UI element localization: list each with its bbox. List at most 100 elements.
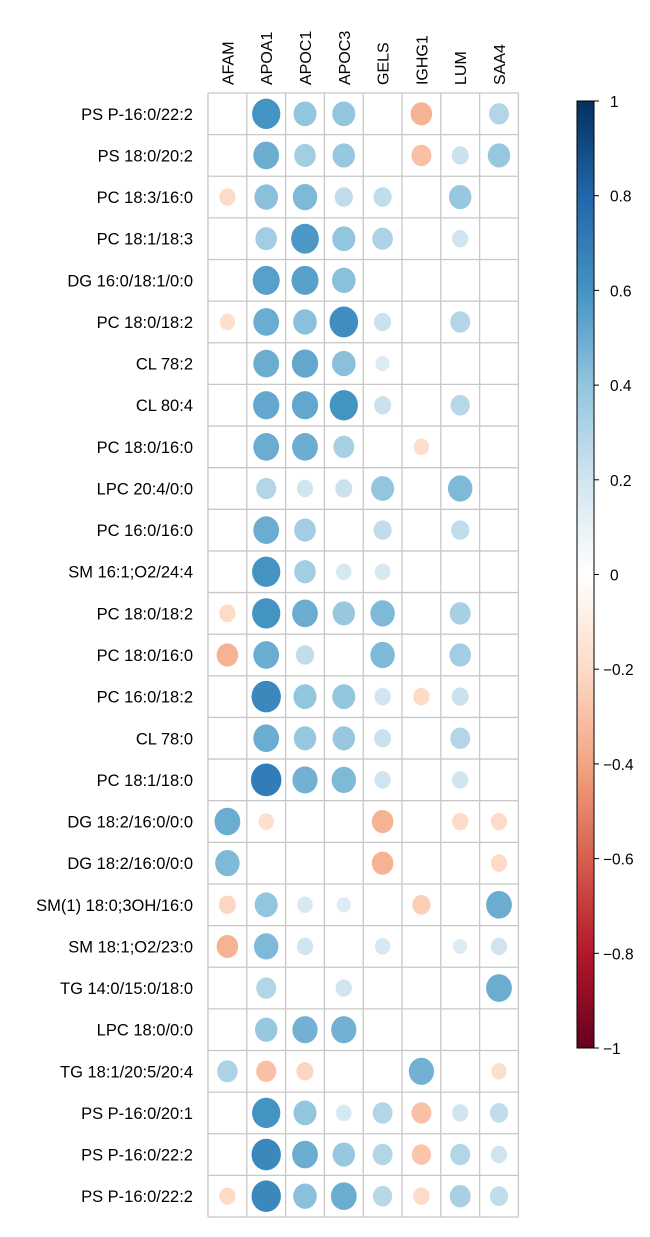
correlation-circle xyxy=(329,306,359,338)
correlation-circle xyxy=(214,807,241,836)
correlation-circle xyxy=(451,687,469,706)
correlation-circle xyxy=(219,604,236,623)
row-label: PC 18:1/18:0 xyxy=(97,772,193,790)
colorbar-tick-label: 0.6 xyxy=(610,283,632,300)
correlation-circle xyxy=(449,643,471,667)
correlation-circle xyxy=(451,146,469,165)
correlation-circle xyxy=(450,727,471,749)
correlation-circle xyxy=(332,143,356,168)
row-label: PS P-16:0/22:2 xyxy=(81,1188,193,1206)
correlation-circle xyxy=(329,390,358,421)
correlation-circle xyxy=(253,516,280,544)
correlation-circle xyxy=(297,896,313,914)
correlation-circle xyxy=(491,1063,507,1080)
colorbar-tick-label: −1 xyxy=(603,1041,621,1058)
column-label: IGHG1 xyxy=(414,35,431,85)
correlation-circle xyxy=(293,309,317,335)
correlation-circle xyxy=(332,101,356,127)
correlation-circle xyxy=(293,726,317,751)
correlation-circle xyxy=(490,937,508,956)
correlation-circle xyxy=(332,1142,356,1167)
correlation-circle xyxy=(293,101,317,127)
row-label: PS P-16:0/22:2 xyxy=(81,106,193,124)
correlation-circle xyxy=(253,391,280,420)
colorbar-tick-label: −0.4 xyxy=(603,757,634,774)
correlation-circle xyxy=(294,560,316,584)
correlation-circle xyxy=(449,602,471,625)
row-label: PC 16:0/18:2 xyxy=(97,689,193,707)
correlation-circle xyxy=(372,1143,393,1166)
correlation-circles xyxy=(214,98,512,1212)
column-label: AFAM xyxy=(220,41,237,85)
correlation-circle xyxy=(372,1185,393,1207)
correlation-circle xyxy=(331,1016,357,1044)
correlation-circle xyxy=(452,812,469,831)
colorbar-tick-label: 0.2 xyxy=(610,473,632,490)
correlation-circle xyxy=(291,223,319,254)
correlation-circle xyxy=(489,1103,509,1123)
row-label: CL 78:0 xyxy=(136,730,193,748)
correlation-circle xyxy=(372,227,393,250)
correlation-circle xyxy=(411,1144,432,1165)
correlation-circle xyxy=(253,933,279,960)
correlation-circle xyxy=(253,433,280,461)
correlation-circle xyxy=(374,771,391,789)
correlation-circle xyxy=(375,356,390,372)
column-label: GELS xyxy=(376,42,393,85)
correlation-circle xyxy=(292,1140,318,1169)
correlation-circle xyxy=(374,729,392,748)
correlation-circle xyxy=(253,349,280,378)
correlation-circle xyxy=(413,1187,430,1205)
column-label: APOA1 xyxy=(259,32,276,85)
correlation-circle xyxy=(486,974,512,1002)
correlation-circle xyxy=(451,520,470,540)
correlation-circle xyxy=(452,229,469,248)
row-label: PC 18:0/18:2 xyxy=(97,314,193,332)
correlation-circle xyxy=(490,1145,508,1164)
row-label: TG 18:1/20:5/20:4 xyxy=(60,1063,193,1081)
correlation-circle xyxy=(217,1060,238,1083)
colorbar-tick-label: −0.8 xyxy=(603,946,634,963)
correlation-circle xyxy=(294,143,316,168)
correlation-circle xyxy=(256,1060,277,1083)
correlation-circle xyxy=(254,184,279,210)
correlation-circle xyxy=(294,518,316,542)
correlation-circle xyxy=(331,267,356,294)
correlation-circle xyxy=(251,1180,281,1212)
correlation-circle xyxy=(336,897,351,913)
correlation-circle xyxy=(452,771,469,789)
row-label: PS P-16:0/20:1 xyxy=(81,1105,193,1123)
correlation-circle xyxy=(335,979,352,997)
correlation-circle xyxy=(411,1102,432,1124)
correlation-circle xyxy=(413,687,430,706)
correlation-circle xyxy=(291,391,319,420)
correlation-circle xyxy=(292,433,318,461)
row-label: CL 78:2 xyxy=(136,356,193,374)
correlation-circle xyxy=(256,477,277,500)
row-label: DG 16:0/18:1/0:0 xyxy=(67,272,193,290)
correlation-circle xyxy=(219,1187,236,1205)
correlation-circle xyxy=(371,851,394,875)
correlation-circle xyxy=(251,680,281,713)
correlation-circle xyxy=(332,226,356,252)
correlation-circle xyxy=(252,556,281,587)
correlation-circle xyxy=(331,766,357,794)
correlation-circle xyxy=(490,854,508,872)
correlation-circle xyxy=(373,187,392,207)
correlation-circle xyxy=(370,641,395,669)
correlation-circle xyxy=(411,144,432,167)
correlation-circle xyxy=(374,563,391,581)
correlation-circle xyxy=(331,350,356,377)
correlation-circle xyxy=(450,1143,471,1166)
correlation-circle xyxy=(219,188,236,206)
colorbar-tick-label: 0.4 xyxy=(610,378,632,395)
correlation-circle xyxy=(333,435,355,459)
row-label: LPC 20:4/0:0 xyxy=(97,480,193,498)
correlation-circle xyxy=(449,1184,471,1208)
correlation-circle xyxy=(412,895,431,915)
correlation-circle xyxy=(371,476,395,501)
correlation-circle xyxy=(292,1016,318,1044)
correlation-circle xyxy=(489,103,509,125)
correlation-circle xyxy=(490,812,508,831)
row-labels: PS P-16:0/22:2 PS 18:0/20:2 PC 18:3/16:0 PC… xyxy=(36,106,193,1206)
